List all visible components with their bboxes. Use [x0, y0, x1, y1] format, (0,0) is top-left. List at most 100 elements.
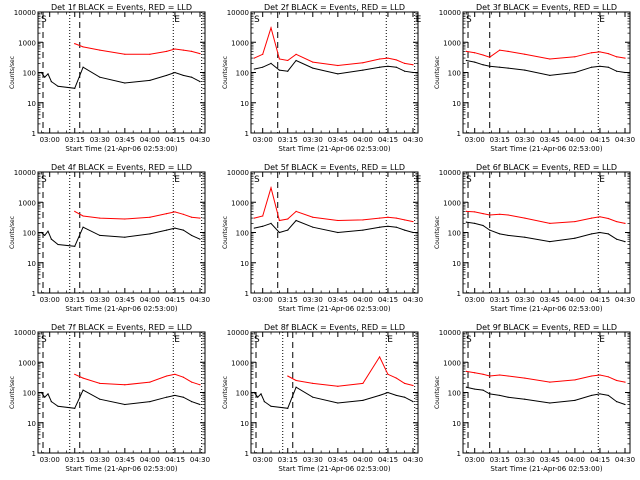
x-tick-label: 04:00 [565, 456, 585, 464]
series-point-events [387, 225, 389, 227]
series-point-lld [191, 381, 193, 383]
series-point-lld [482, 373, 484, 375]
series-point-events [50, 238, 52, 240]
y-tick-label: 1 [245, 450, 249, 458]
series-point-events [44, 396, 46, 398]
x-tick-label: 03:30 [90, 136, 110, 144]
end-marker: E [174, 335, 180, 345]
start-marker: S [254, 15, 260, 25]
y-tick-label: 10 [240, 420, 249, 428]
series-point-lld [99, 49, 101, 51]
series-point-lld [182, 376, 184, 378]
series-point-events [412, 231, 414, 234]
end-marker: E [416, 15, 422, 25]
series-point-events [312, 67, 314, 69]
series-point-lld [182, 49, 184, 51]
series-point-lld [412, 384, 414, 387]
series-point-events [616, 70, 618, 72]
series-point-events [124, 82, 126, 84]
plot-frame [462, 11, 631, 134]
series-point-events [47, 73, 49, 75]
series-point-events [199, 81, 201, 83]
series-point-lld [599, 216, 601, 218]
series-point-lld [489, 375, 491, 377]
series-point-events [387, 391, 389, 394]
series-point-events [57, 405, 59, 407]
subplot-title: Det 7f BLACK = Events, RED = LLD [51, 323, 192, 332]
x-tick-label: 04:00 [140, 296, 160, 304]
plot-frame [250, 171, 419, 294]
series-point-events [165, 396, 168, 398]
y-tick-label: 10000 [14, 329, 36, 337]
y-tick-label: 10 [240, 260, 249, 268]
series-point-events [57, 85, 59, 87]
series-point-lld [82, 377, 84, 379]
series-point-lld [395, 377, 397, 379]
y-axis-label: Counts/sec [222, 376, 229, 409]
x-tick-label: 04:15 [590, 296, 610, 304]
series-point-events [165, 74, 168, 77]
series-point-lld [387, 57, 389, 59]
series-point-events [474, 388, 476, 390]
start-marker: S [466, 335, 472, 345]
series-point-lld [624, 381, 626, 383]
x-tick-label: 04:15 [378, 456, 398, 464]
series-point-lld [378, 58, 381, 60]
series-point-lld [287, 375, 289, 377]
series-point-lld [312, 216, 314, 218]
series-point-lld [74, 43, 76, 45]
x-tick-label: 03:45 [328, 296, 348, 304]
x-tick-label: 03:15 [65, 136, 85, 144]
y-tick-label: 1000 [231, 359, 249, 367]
series-point-events [40, 231, 42, 234]
series-point-events [40, 391, 42, 394]
series-point-lld [549, 58, 551, 60]
series-point-lld [474, 52, 476, 54]
start-marker: S [41, 15, 47, 25]
series-point-lld [337, 219, 339, 222]
series-point-events [337, 402, 339, 404]
y-tick-label: 1 [457, 450, 461, 458]
series-point-events [312, 396, 314, 398]
series-point-lld [174, 373, 176, 375]
x-tick-label: 04:00 [565, 296, 585, 304]
x-axis-label: Start Time (21-Apr-06 02:53:00) [490, 305, 602, 313]
y-tick-label: 1000 [18, 199, 36, 207]
series-point-lld [82, 46, 84, 48]
series-point-events [74, 87, 76, 89]
series-point-events [262, 66, 264, 68]
series-point-events [191, 76, 193, 78]
series-point-events [412, 71, 414, 74]
series-point-events [337, 231, 339, 234]
series-point-lld [465, 370, 467, 372]
x-tick-label: 03:00 [465, 296, 485, 304]
series-point-events [616, 238, 618, 240]
series-point-events [387, 65, 389, 67]
y-tick-label: 10 [452, 260, 461, 268]
series-point-events [549, 74, 551, 77]
y-tick-label: 10000 [227, 169, 249, 177]
x-axis-label: Start Time (21-Apr-06 02:53:00) [490, 465, 602, 473]
series-point-events [174, 71, 176, 74]
x-tick-label: 03:45 [540, 296, 560, 304]
series-point-events [253, 227, 255, 229]
start-marker: S [41, 335, 47, 345]
subplot-title: Det 4f BLACK = Events, RED = LLD [51, 163, 192, 172]
series-line-events [253, 386, 414, 409]
x-tick-label: 03:15 [278, 296, 298, 304]
series-point-events [174, 394, 176, 397]
subplot-det-4: Det 4f BLACK = Events, RED = LLD 1 10 100 10… [9, 163, 210, 313]
series-point-events [99, 76, 101, 78]
subplot-det-9: Det 9f BLACK = Events, RED = LLD 1 10 100 10… [434, 323, 635, 473]
series-point-lld [362, 62, 364, 64]
series-point-lld [287, 218, 289, 220]
x-tick-label: 03:30 [515, 296, 535, 304]
series-point-events [50, 401, 52, 403]
series-point-lld [499, 49, 501, 51]
series-point-lld [599, 51, 601, 53]
y-tick-label: 1000 [18, 39, 36, 47]
end-marker: E [599, 335, 605, 345]
series-point-events [149, 233, 151, 235]
series-point-events [524, 398, 526, 400]
x-tick-label: 03:15 [490, 296, 510, 304]
